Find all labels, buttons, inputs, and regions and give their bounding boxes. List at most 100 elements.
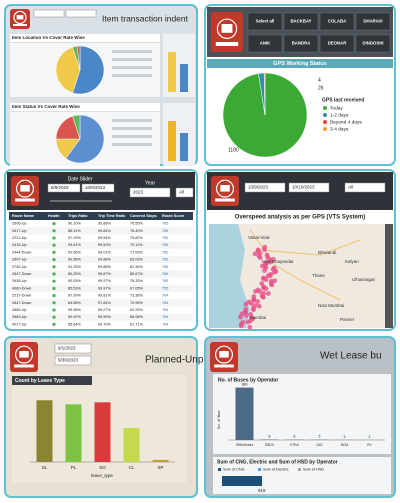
pie-slice xyxy=(65,114,105,164)
data-label: 5 xyxy=(319,435,321,439)
table-cell: 80.25% xyxy=(68,272,82,276)
logo-ring xyxy=(16,179,34,198)
health-dot xyxy=(52,279,56,283)
pie-slice xyxy=(55,46,81,94)
box xyxy=(207,59,393,68)
table-cell: 81.36% xyxy=(130,265,144,269)
table-cell: 99.81% xyxy=(98,294,112,298)
table-cell: 70.95% xyxy=(130,301,144,305)
filter-button[interactable] xyxy=(283,34,319,53)
overspeed-point xyxy=(257,289,263,294)
filter-button[interactable] xyxy=(355,12,391,31)
table-cell: 764 xyxy=(162,294,168,298)
filter-button[interactable] xyxy=(283,12,319,31)
x-tick-label: EBDX xyxy=(265,443,275,447)
logo-band xyxy=(15,198,35,202)
table-cell: 2444-Down xyxy=(12,250,31,254)
x-tick-label: CL xyxy=(129,465,135,470)
bar xyxy=(235,387,254,440)
slicer-title: Year xyxy=(145,180,155,186)
legend-label: 3-4 days xyxy=(330,126,349,132)
table-cell: 70.11% xyxy=(130,243,143,247)
table-cell: 90.92% xyxy=(68,315,82,319)
overspeed-point xyxy=(243,301,249,307)
logo-bus xyxy=(16,15,24,20)
table-cell: 2647-Down xyxy=(12,272,31,276)
table-cell: 2606-Up xyxy=(12,222,27,226)
overspeed-point xyxy=(248,318,253,324)
overspeed-point xyxy=(268,259,274,265)
table-cell: 755 xyxy=(162,286,168,290)
filter-button-label: DINDOSHI xyxy=(362,41,383,46)
legend-label: 1-2 days xyxy=(330,112,349,118)
filter-button[interactable] xyxy=(247,34,283,53)
health-dot xyxy=(52,250,56,254)
box xyxy=(47,183,81,193)
chart-title: No. of Buses by Operator xyxy=(218,377,278,383)
table-cell: 99.27% xyxy=(98,308,112,312)
map-label: Ulhasnagar xyxy=(352,277,376,282)
box xyxy=(9,313,193,321)
logo-ring xyxy=(15,345,33,364)
table-cell: 92.25% xyxy=(130,308,144,312)
logo-bus xyxy=(221,24,233,33)
box xyxy=(112,74,152,77)
box xyxy=(33,9,65,18)
table-cell: 71.69% xyxy=(130,250,144,254)
table-cell: 75.82% xyxy=(130,236,144,240)
filter-button[interactable] xyxy=(319,12,355,31)
filter-button-label: DHARAVI xyxy=(363,19,382,24)
overspeed-point xyxy=(273,268,279,274)
logo-band xyxy=(215,198,235,202)
health-dot xyxy=(52,222,56,226)
data-label: 919 xyxy=(258,488,266,493)
box xyxy=(9,292,193,300)
health-dot xyxy=(52,322,56,326)
table-cell: 99.53% xyxy=(98,243,112,247)
legend-label: Sum of HSD xyxy=(303,468,324,472)
box xyxy=(9,248,193,256)
table-cell: 765 xyxy=(162,279,168,283)
bar xyxy=(65,404,82,462)
bar xyxy=(123,428,140,462)
page-title: Item transaction indent xyxy=(102,13,189,23)
health-dot xyxy=(52,286,56,290)
overspeed-point xyxy=(261,276,266,281)
table-cell: 76.40% xyxy=(130,229,144,233)
column-header: Route Name xyxy=(12,214,34,218)
table-cell: 765 xyxy=(162,236,168,240)
logo-bus xyxy=(20,185,30,192)
filter-button[interactable] xyxy=(247,12,283,31)
overspeed-point xyxy=(237,314,243,320)
table-cell: 85.53% xyxy=(68,286,82,290)
filter-button[interactable] xyxy=(319,34,355,53)
map-label: Vasai-Virar xyxy=(248,235,270,240)
x-tick-label: ETRA xyxy=(290,443,299,447)
box xyxy=(12,376,92,385)
box xyxy=(180,133,188,161)
table-cell: 86.11% xyxy=(68,229,81,233)
box xyxy=(244,182,286,193)
logo-ring xyxy=(216,18,238,39)
table-cell: 91.25% xyxy=(68,265,82,269)
overspeed-point xyxy=(248,301,254,306)
map-label: Panvel xyxy=(340,317,354,322)
filter-button-label: BACKBAY xyxy=(290,19,311,24)
legend-swatch xyxy=(323,120,327,124)
table-cell: 765 xyxy=(162,272,168,276)
x-tick-label: EV xyxy=(367,443,372,447)
date-value: 9/30/2023 xyxy=(58,358,79,363)
table-cell: 99.01% xyxy=(98,250,112,254)
legend-swatch xyxy=(323,106,327,110)
logo-band xyxy=(215,42,239,46)
table-cell: 97.84% xyxy=(98,301,112,305)
map-label: Mira Bhayandar xyxy=(262,259,294,264)
map-label: Kalyan xyxy=(345,259,359,264)
legend-swatch xyxy=(323,113,327,117)
box xyxy=(9,277,193,285)
table-cell: 99.87% xyxy=(98,272,112,276)
overspeed-point xyxy=(243,313,249,318)
slicer-title: Date Slider xyxy=(68,176,93,182)
filter-button[interactable] xyxy=(355,34,391,53)
overspeed-point xyxy=(268,272,274,277)
